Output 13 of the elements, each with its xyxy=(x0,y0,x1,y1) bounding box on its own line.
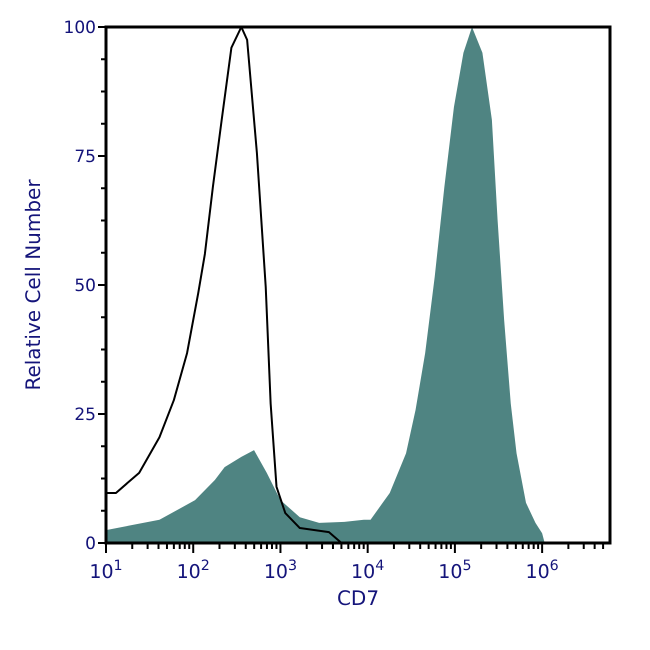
x-tick-label: 10$^{1}$ xyxy=(89,558,123,583)
x-tick-label: 10$^{4}$ xyxy=(351,558,384,583)
y-tick-label: 0 xyxy=(85,534,96,554)
x-tick-label: 10$^{6}$ xyxy=(525,558,559,583)
x-tick-label: 10$^{5}$ xyxy=(438,558,472,583)
x-axis-title: CD7 xyxy=(336,586,380,610)
x-tick-label: 10$^{3}$ xyxy=(264,558,298,583)
x-tick-label: 10$^{2}$ xyxy=(176,558,210,583)
y-tick-label: 50 xyxy=(74,276,96,296)
y-axis-title: Relative Cell Number xyxy=(21,178,45,391)
y-tick-label: 75 xyxy=(74,146,96,167)
y-tick-label: 25 xyxy=(74,404,96,425)
y-tick-label: 100 xyxy=(64,18,96,38)
